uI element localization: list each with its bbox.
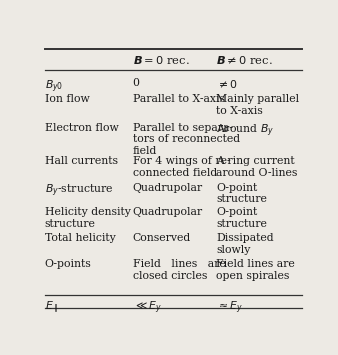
Text: $\neq 0$: $\neq 0$ [216,78,238,90]
Text: $E_{\parallel}$: $E_{\parallel}$ [45,300,58,316]
Text: Quadrupolar: Quadrupolar [132,207,203,217]
Text: Parallel to X-axis: Parallel to X-axis [132,94,225,104]
Text: $\approx E_y$: $\approx E_y$ [216,300,243,316]
Text: Conserved: Conserved [132,233,191,244]
Text: Total helicity: Total helicity [45,233,116,244]
Text: Electron flow: Electron flow [45,123,119,133]
Text: $\boldsymbol{B}\neq 0$ rec.: $\boldsymbol{B}\neq 0$ rec. [216,54,273,66]
Text: Around $B_y$: Around $B_y$ [216,123,274,139]
Text: $\boldsymbol{B}=0$ rec.: $\boldsymbol{B}=0$ rec. [132,54,189,66]
Text: O-point
structure: O-point structure [216,207,267,229]
Text: Mainly parallel
to X-axis: Mainly parallel to X-axis [216,94,299,116]
Text: Quadrupolar: Quadrupolar [132,183,203,193]
Text: Field   lines   are
closed circles: Field lines are closed circles [132,260,225,281]
Text: $B_{y0}$: $B_{y0}$ [45,78,63,94]
Text: Dissipated
slowly: Dissipated slowly [216,233,274,255]
Text: O-point
structure: O-point structure [216,183,267,204]
Text: Parallel to separa-
tors of reconnected
field: Parallel to separa- tors of reconnected … [132,123,240,156]
Text: Hall currents: Hall currents [45,156,118,166]
Text: Field lines are
open spirales: Field lines are open spirales [216,260,295,281]
Text: 0: 0 [132,78,140,88]
Text: A ring current
around O-lines: A ring current around O-lines [216,156,298,178]
Text: Helicity density
structure: Helicity density structure [45,207,131,229]
Text: Ion flow: Ion flow [45,94,90,104]
Text: O-points: O-points [45,260,92,269]
Text: For 4 wings of re-
connected field: For 4 wings of re- connected field [132,156,230,178]
Text: $\ll E_y$: $\ll E_y$ [132,300,162,316]
Text: $B_y$-structure: $B_y$-structure [45,183,114,199]
